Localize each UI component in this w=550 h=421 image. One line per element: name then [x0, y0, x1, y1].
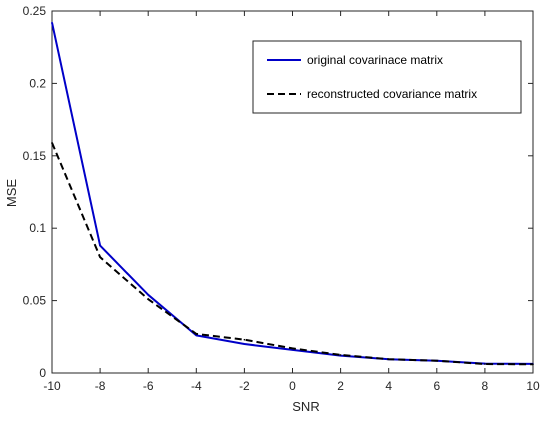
data-point: [99, 256, 101, 258]
data-point: [195, 333, 198, 335]
x-tick-label: -8: [95, 379, 106, 393]
axis-ticks: [51, 10, 534, 374]
legend-box: [252, 40, 522, 114]
x-tick-label: -6: [143, 379, 154, 393]
x-tick-label: 10: [526, 379, 540, 393]
x-tick-label: 4: [385, 379, 392, 393]
x-tick-label: -2: [239, 379, 250, 393]
legend-entry-reconstructed: reconstructed covariance matrix: [307, 87, 477, 101]
y-axis-label: MSE: [4, 179, 19, 208]
data-point: [51, 21, 53, 24]
series-layer: [51, 21, 534, 366]
data-point: [436, 359, 438, 362]
data-point: [291, 347, 294, 350]
data-point: [243, 343, 246, 345]
x-tick-label: 6: [433, 379, 440, 393]
data-point: [99, 244, 101, 247]
y-tick-label: 0: [39, 366, 46, 380]
x-tick-label: -4: [191, 379, 202, 393]
data-point: [147, 294, 149, 296]
legend: original covarinace matrix reconstructed…: [252, 40, 522, 114]
x-axis-label: SNR: [292, 399, 319, 414]
data-point: [484, 363, 486, 365]
y-tick-label: 0.25: [23, 4, 47, 18]
legend-entry-original: original covarinace matrix: [307, 53, 443, 67]
x-tick-label: 8: [482, 379, 489, 393]
x-tick-label: -10: [43, 379, 61, 393]
y-tick-label: 0.2: [29, 76, 46, 90]
y-tick-label: 0.1: [29, 221, 46, 235]
data-point: [532, 363, 534, 366]
x-tick-label: 0: [289, 379, 296, 393]
data-point: [51, 141, 53, 144]
x-tick-label: 2: [337, 379, 344, 393]
data-point: [243, 338, 246, 341]
axis-tick-labels: -10 -8 -6 -4 -2 0 2 4 6 8 10 0 0.05 0.1 0.15 0.2 0.25: [23, 4, 540, 393]
y-tick-label: 0.05: [23, 294, 47, 308]
data-point: [147, 298, 149, 300]
y-tick-label: 0.15: [23, 149, 47, 163]
data-point: [387, 358, 390, 361]
data-point: [339, 354, 342, 356]
